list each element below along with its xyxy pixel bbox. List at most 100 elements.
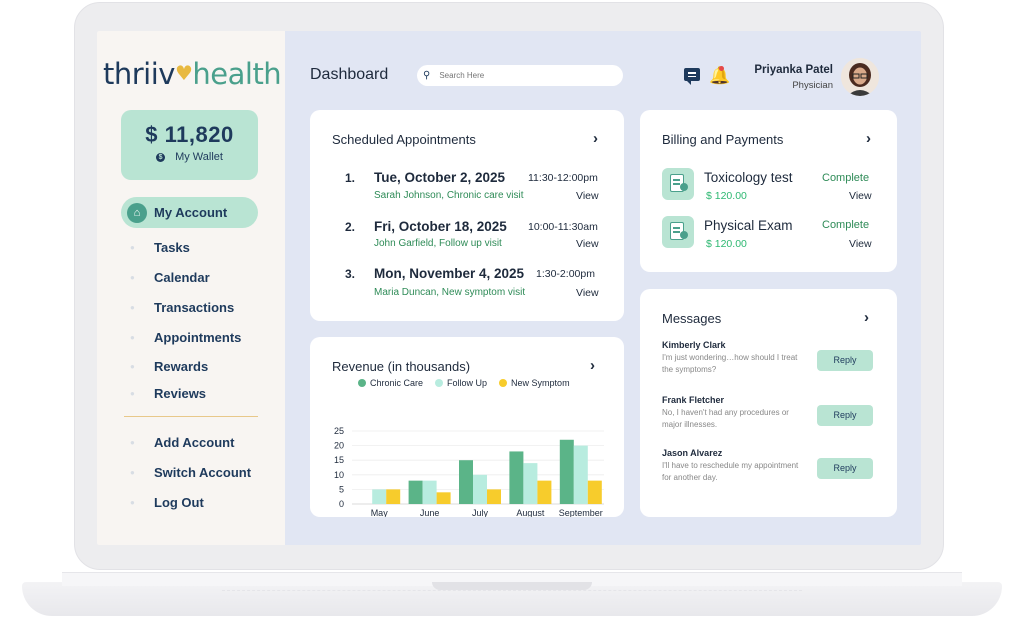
bar-chronic-care [509,451,524,504]
view-link[interactable]: View [849,190,872,202]
home-icon: ⌂ [127,202,147,223]
sidebar-item-add-account[interactable]: ● Add Account [130,435,235,450]
sidebar-item-rewards[interactable]: ● Rewards [130,359,209,374]
x-tick-label: August [516,508,545,517]
chat-icon[interactable] [684,68,700,85]
bill-title: Toxicology test [704,170,793,185]
appointments-icon: ● [130,332,135,342]
message-preview: I'll have to reschedule my appointment f… [662,461,799,482]
avatar[interactable] [841,58,879,96]
bill-title: Physical Exam [704,218,793,233]
messages-card: Messages › Kimberly Clark I'm just wonde… [640,289,897,517]
view-link[interactable]: View [576,238,599,250]
coin-icon: $ [156,152,166,162]
x-tick-label: July [472,508,489,517]
message-preview: No, I haven't had any procedures or majo… [662,408,789,429]
bell-icon[interactable]: 🔔 [709,66,731,85]
reviews-icon: ● [130,388,135,398]
wallet-card[interactable]: $ 11,820 $ My Wallet [121,110,258,180]
search-input[interactable] [439,71,600,80]
bar-follow-up [573,445,588,504]
sidebar-item-calendar[interactable]: ● Calendar [130,270,210,285]
bar-follow-up [523,463,538,504]
chevron-right-icon[interactable]: › [864,309,869,326]
reply-button[interactable]: Reply [817,458,873,479]
sidebar: thriiv♥health $ 11,820 $ My Wallet ⌂ My A… [97,31,285,545]
sidebar-item-appointments[interactable]: ● Appointments [130,330,242,345]
appointment-patient: Maria Duncan, New symptom visit [374,287,526,298]
y-tick-label: 0 [339,499,344,509]
logout-icon: ● [130,497,135,507]
revenue-chart: 0 5 10 15 20 25 May June July August September [334,426,604,517]
wallet-label: My Wallet [175,151,223,163]
legend-swatch [358,379,366,387]
reply-button[interactable]: Reply [817,405,873,426]
transactions-icon: ● [130,302,135,312]
bar-chronic-care [559,439,574,504]
invoice-icon [662,216,694,248]
messages-title: Messages [662,311,722,326]
bar-chronic-care [408,480,423,504]
billing-title: Billing and Payments [662,132,784,147]
x-tick-label: May [371,508,389,517]
bill-amount: $ 120.00 [706,238,747,250]
bar-chronic-care [459,460,473,504]
x-tick-label: September [559,508,603,517]
heart-icon: ♥ [174,61,193,85]
app-screen: thriiv♥health $ 11,820 $ My Wallet ⌂ My A… [97,31,921,545]
bar-new-symptom [487,489,501,504]
appointment-date: Tue, October 2, 2025 [374,170,506,185]
bar-new-symptom [537,480,552,504]
chart-legend: Chronic Care Follow Up New Symptom [358,378,570,388]
tasks-icon: ● [130,242,135,252]
message-sender: Kimberly Clark [662,340,726,350]
chevron-right-icon[interactable]: › [593,130,598,147]
y-tick-label: 20 [334,441,344,451]
view-link[interactable]: View [576,190,599,202]
page-title: Dashboard [310,66,389,83]
appointment-date: Mon, November 4, 2025 [374,266,525,281]
search-box[interactable]: ⚲ [417,65,623,86]
sidebar-item-log-out[interactable]: ● Log Out [130,495,204,510]
sidebar-item-tasks[interactable]: ● Tasks [130,240,190,255]
laptop-base [22,572,1002,624]
message-sender: Frank Fletcher [662,395,725,405]
appointments-card: Scheduled Appointments › 1. Tue, October… [310,110,624,321]
sidebar-item-transactions[interactable]: ● Transactions [130,300,235,315]
bar-new-symptom [386,489,401,504]
y-tick-label: 25 [334,426,344,436]
legend-swatch [499,379,508,387]
sidebar-item-reviews[interactable]: ● Reviews [130,386,207,401]
sidebar-item-switch-account[interactable]: ● Switch Account [130,465,252,480]
appointment-time: 10:00-11:30am [528,221,598,233]
bill-status: Complete [822,172,870,184]
sidebar-item-my-account[interactable]: ⌂ My Account [121,197,258,228]
notification-dot [719,66,724,71]
x-tick-label: June [420,508,440,517]
rewards-icon: ● [130,361,135,371]
message-preview: I'm just wondering…how should I treat th… [662,353,798,374]
bill-status: Complete [822,219,870,231]
bar-follow-up [473,474,487,504]
user-name: Priyanka Patel [754,64,833,76]
bill-amount: $ 120.00 [706,190,747,202]
invoice-icon [662,168,694,200]
appointments-title: Scheduled Appointments [332,132,476,147]
revenue-card: Revenue (in thousands) › Chronic Care Fo… [310,337,624,517]
add-account-icon: ● [130,437,135,447]
appointment-patient: Sarah Johnson, Chronic care visit [374,190,524,201]
legend-swatch [435,379,444,387]
appointment-patient: John Garfield, Follow up visit [374,238,502,249]
view-link[interactable]: View [576,287,599,299]
bar-follow-up [372,489,387,504]
y-tick-label: 10 [334,470,344,480]
reply-button[interactable]: Reply [817,350,873,371]
chevron-right-icon[interactable]: › [866,130,871,147]
chart-title: Revenue (in thousands) [332,359,471,374]
chevron-right-icon[interactable]: › [590,357,595,374]
sidebar-divider [124,416,258,417]
bar-follow-up [422,480,437,504]
user-role: Physician [792,80,833,91]
view-link[interactable]: View [849,238,872,250]
search-icon: ⚲ [423,70,431,81]
